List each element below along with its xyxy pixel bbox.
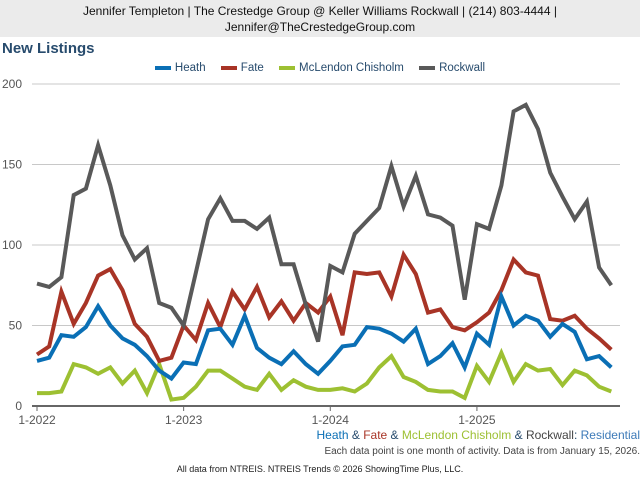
x-tick-label: 1-2022 xyxy=(18,413,56,427)
legend-item-rockwall[interactable]: Rockwall xyxy=(419,62,485,74)
agent-header-line1: Jennifer Templeton | The Crestedge Group… xyxy=(83,4,557,18)
x-tick-label: 1-2023 xyxy=(165,413,203,427)
subtitle-fate: Fate xyxy=(363,428,388,442)
y-tick-label: 150 xyxy=(2,158,22,172)
legend-swatch-mclendon xyxy=(279,65,296,70)
chart-title: New Listings xyxy=(2,40,95,57)
legend-item-fate[interactable]: Fate xyxy=(220,62,264,74)
legend-label-heath: Heath xyxy=(174,62,206,74)
chart-subtitle: Heath & Fate & McLendon Chisholm & Rockw… xyxy=(316,428,640,442)
legend-label-rockwall: Rockwall xyxy=(439,62,486,74)
subtitle-heath: Heath xyxy=(316,428,349,442)
data-note: Each data point is one month of activity… xyxy=(324,446,640,457)
subtitle-amp-3: & xyxy=(511,428,526,442)
y-tick-label: 0 xyxy=(15,399,22,413)
legend-swatch-heath xyxy=(154,65,171,70)
x-tick-label: 1-2024 xyxy=(312,413,350,427)
legend-swatch-rockwall xyxy=(419,65,436,70)
y-tick-label: 100 xyxy=(2,238,22,252)
subtitle-colon: : xyxy=(573,428,581,442)
series-line-heath[interactable] xyxy=(36,290,613,382)
series-line-rockwall[interactable] xyxy=(36,102,613,343)
chart-legend: Heath Fate McLendon Chisholm Rockwall xyxy=(0,62,640,74)
legend-item-mclendon[interactable]: McLendon Chisholm xyxy=(279,62,404,74)
y-tick-label: 200 xyxy=(2,77,22,91)
subtitle-rockwall: Rockwall xyxy=(525,428,574,442)
subtitle-residential: Residential xyxy=(580,428,640,442)
agent-header-line2[interactable]: Jennifer@TheCrestedgeGroup.com xyxy=(224,20,416,34)
x-tick-label: 1-2025 xyxy=(458,413,496,427)
agent-header: Jennifer Templeton | The Crestedge Group… xyxy=(0,0,640,37)
legend-label-fate: Fate xyxy=(240,62,264,74)
subtitle-amp-2: & xyxy=(387,428,402,442)
series-line-mclendon-chisholm[interactable] xyxy=(37,347,613,402)
legend-swatch-fate xyxy=(220,65,237,70)
legend-item-heath[interactable]: Heath xyxy=(154,62,206,74)
y-tick-label: 50 xyxy=(9,319,23,333)
footer-credit: All data from NTREIS. NTREIS Trends © 20… xyxy=(176,464,464,474)
legend-label-mclendon: McLendon Chisholm xyxy=(299,62,404,74)
subtitle-mclendon: McLendon Chisholm xyxy=(401,428,512,442)
subtitle-amp-1: & xyxy=(348,428,364,442)
line-chart: 0 50 100 150 200 1-2022 1-2023 1-2024 1-2025 xyxy=(2,77,620,427)
